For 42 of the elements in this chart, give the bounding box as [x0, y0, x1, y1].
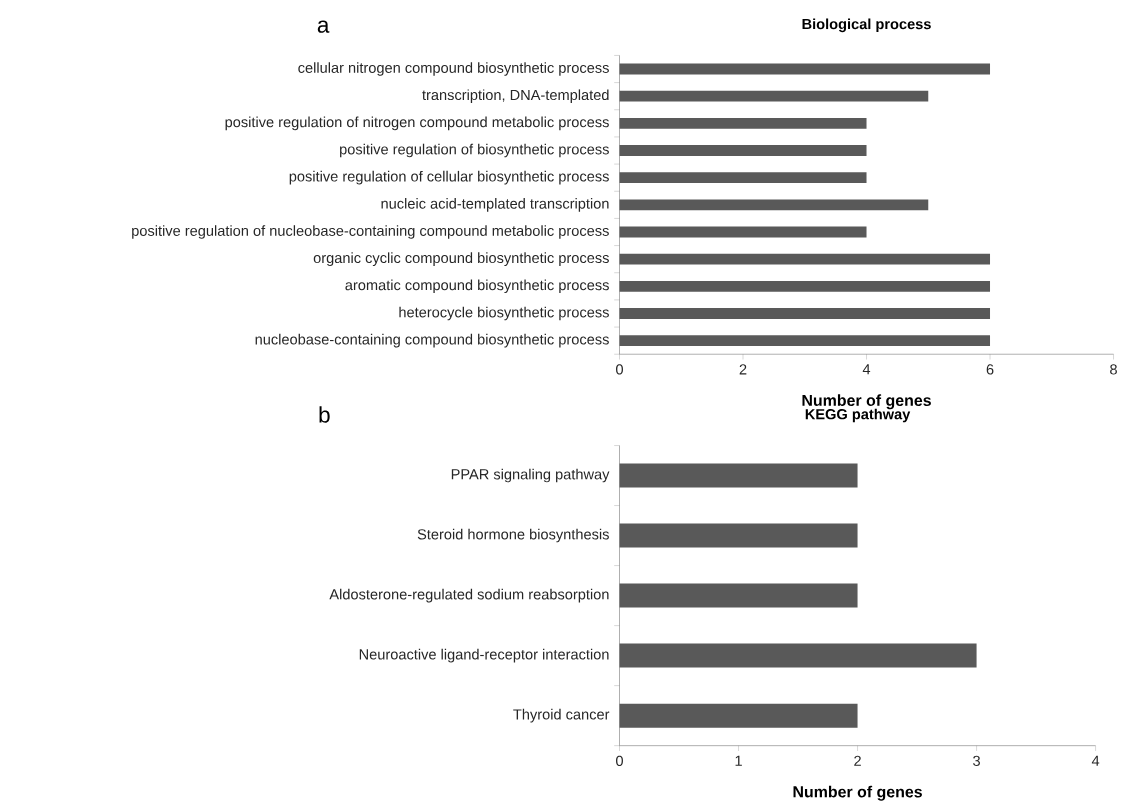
bar — [619, 280, 991, 292]
bar — [619, 199, 929, 211]
y-tick-label: organic cyclic compound biosynthetic process — [313, 252, 609, 266]
y-tick-label: positive regulation of nucleobase-containing compound metabolic process — [132, 225, 609, 239]
bar — [619, 145, 867, 156]
y-tick-label: nucleic acid-templated transcription — [381, 197, 609, 212]
bar — [619, 117, 867, 129]
bar — [619, 63, 991, 75]
y-tick-label: Neuroactive ligand-receptor interaction — [359, 648, 609, 663]
x-tick-label: 2 — [854, 755, 861, 766]
y-tick-label: positive regulation of nitrogen compound metabolic process — [225, 116, 609, 131]
y-tick-label: nucleobase-containing compound biosynthetic process — [255, 333, 609, 348]
x-tick-label: 0 — [616, 755, 623, 766]
x-tick-label: 4 — [862, 364, 871, 375]
bar — [619, 253, 991, 265]
bar — [619, 226, 867, 238]
y-tick-label: cellular nitrogen compound biosynthetic process — [298, 62, 609, 76]
x-axis-title: Number of genes — [793, 785, 922, 801]
chart-title: KEGG pathway — [805, 408, 911, 423]
y-tick-label: heterocycle biosynthetic process — [399, 306, 609, 321]
y-tick-label: Steroid hormone biosynthesis — [417, 528, 609, 543]
bar — [619, 90, 929, 102]
y-tick-label: aromatic compound biosynthetic process — [345, 279, 609, 294]
bar — [619, 172, 867, 184]
x-tick-label: 1 — [735, 755, 742, 766]
bar — [619, 335, 991, 347]
chart-title: Biological process — [802, 18, 931, 33]
text: a — [317, 20, 330, 33]
y-tick-label: PPAR signaling pathway — [451, 468, 610, 483]
x-tick-label: 2 — [739, 364, 747, 375]
x-tick-label: 8 — [1110, 364, 1117, 375]
y-tick-label: Thyroid cancer — [513, 708, 610, 723]
x-tick-label: 3 — [973, 755, 980, 766]
y-tick-label: transcription, DNA-templated — [422, 89, 609, 103]
text: b — [319, 406, 330, 423]
y-tick-label: positive regulation of biosynthetic process — [340, 143, 609, 158]
x-tick-label: 4 — [1091, 755, 1100, 766]
bar — [619, 308, 991, 319]
x-tick-label: 6 — [986, 364, 994, 375]
y-tick-label: positive regulation of cellular biosynthetic process — [289, 170, 609, 185]
y-tick-label: Aldosterone-regulated sodium reabsorption — [329, 588, 609, 603]
x-tick-label: 0 — [616, 364, 623, 375]
